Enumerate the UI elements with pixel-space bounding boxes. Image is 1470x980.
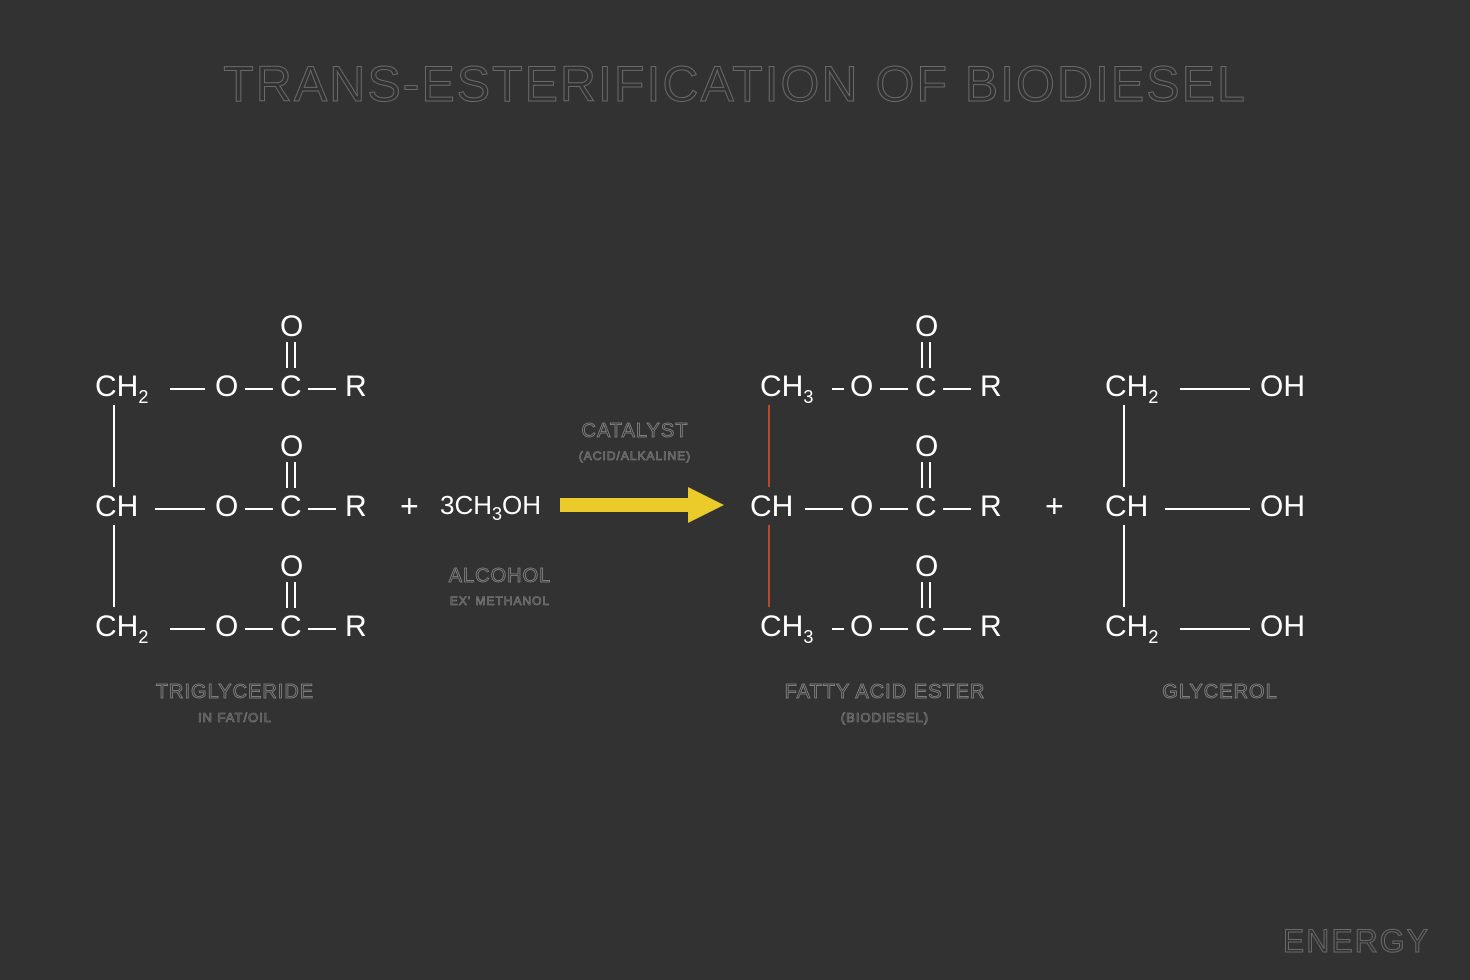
plus-symbol: + [400,488,419,525]
footer-label: ENERGY [1283,923,1430,960]
atom-r: R [345,490,367,524]
reaction-arrow-head [688,487,724,523]
atom-c: C [280,370,302,404]
ester-label: FATTY ACID ESTER (BIODIESEL) [760,680,1010,728]
bond [943,508,971,510]
bond [155,508,205,510]
bond [832,388,844,390]
bond [1165,508,1250,510]
bond [943,628,971,630]
plus-symbol: + [1045,488,1064,525]
atom-r: R [980,490,1002,524]
bond [308,388,336,390]
bond [308,508,336,510]
bond [832,628,844,630]
reaction-arrow [560,498,690,512]
atom-r: R [345,610,367,644]
dbl-bond [294,582,296,608]
atom-c: C [280,490,302,524]
atom-o-dbl: O [915,550,938,584]
methanol-formula: 3CH3OH [440,490,541,525]
bond-v [1123,525,1125,607]
atom-ch: CH [750,490,793,524]
atom-o: O [215,370,238,404]
atom-oh: OH [1260,610,1305,644]
bond [170,628,205,630]
atom-o: O [215,490,238,524]
atom-o: O [215,610,238,644]
dbl-bond [921,462,923,488]
dbl-bond [921,342,923,368]
atom-c: C [915,370,937,404]
broken-bond [768,405,770,487]
bond [880,628,908,630]
atom-o: O [850,370,873,404]
dbl-bond [286,582,288,608]
atom-ch3: CH3 [760,370,813,408]
atom-ch3: CH3 [760,610,813,648]
atom-o: O [850,490,873,524]
atom-o-dbl: O [915,430,938,464]
bond [880,388,908,390]
dbl-bond [294,462,296,488]
atom-oh: OH [1260,370,1305,404]
broken-bond [768,525,770,607]
atom-r: R [980,610,1002,644]
catalyst-label: CATALYST (ACID/ALKALINE) [555,420,715,466]
dbl-bond [929,342,931,368]
atom-o-dbl: O [280,430,303,464]
atom-ch: CH [1105,490,1148,524]
bond [245,628,273,630]
bond [805,508,843,510]
atom-ch2: CH2 [1105,610,1158,648]
atom-o: O [850,610,873,644]
atom-oh: OH [1260,490,1305,524]
atom-c: C [915,610,937,644]
bond [1180,388,1250,390]
atom-c: C [280,610,302,644]
atom-r: R [980,370,1002,404]
atom-ch: CH [95,490,138,524]
bond-v [1123,405,1125,487]
dbl-bond [929,582,931,608]
dbl-bond [921,582,923,608]
glycerol-label: GLYCEROL [1120,680,1320,704]
atom-o-dbl: O [280,310,303,344]
bond [943,388,971,390]
alcohol-label: ALCOHOL EX' METHANOL [420,565,580,611]
bond [245,388,273,390]
dbl-bond [929,462,931,488]
atom-ch2: CH2 [95,370,148,408]
bond [170,388,205,390]
dbl-bond [286,462,288,488]
diagram-title: TRANS-ESTERIFICATION OF BIODIESEL [223,55,1247,113]
atom-o-dbl: O [280,550,303,584]
bond [880,508,908,510]
bond [245,508,273,510]
dbl-bond [294,342,296,368]
bond [308,628,336,630]
atom-ch2: CH2 [1105,370,1158,408]
bond-v [113,525,115,607]
atom-ch2: CH2 [95,610,148,648]
atom-r: R [345,370,367,404]
bond-v [113,405,115,487]
atom-c: C [915,490,937,524]
triglyceride-label: TRIGLYCERIDE IN FAT/OIL [130,680,340,728]
atom-o-dbl: O [915,310,938,344]
dbl-bond [286,342,288,368]
bond [1180,628,1250,630]
